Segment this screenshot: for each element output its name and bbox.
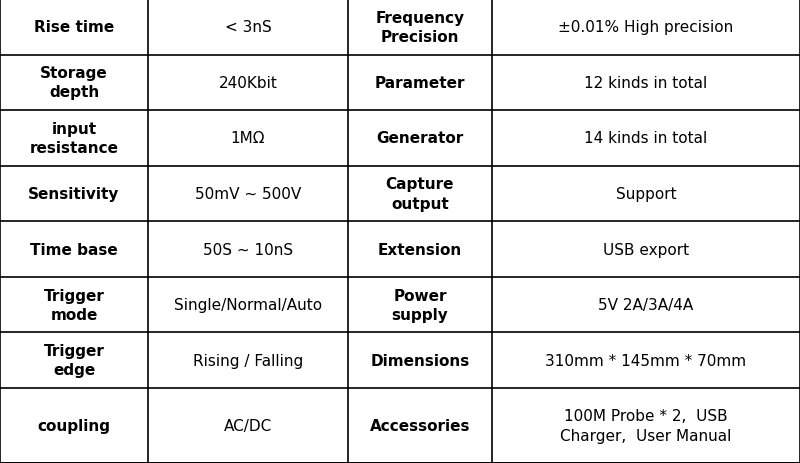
Text: AC/DC: AC/DC bbox=[224, 418, 272, 433]
Text: Dimensions: Dimensions bbox=[370, 353, 470, 368]
Text: Rise time: Rise time bbox=[34, 20, 114, 35]
Text: Capture
output: Capture output bbox=[386, 177, 454, 211]
Text: Extension: Extension bbox=[378, 242, 462, 257]
Text: Trigger
mode: Trigger mode bbox=[43, 288, 105, 322]
Text: < 3nS: < 3nS bbox=[225, 20, 271, 35]
Text: 12 kinds in total: 12 kinds in total bbox=[584, 75, 708, 91]
Text: Single/Normal/Auto: Single/Normal/Auto bbox=[174, 298, 322, 313]
Text: 50mV ~ 500V: 50mV ~ 500V bbox=[195, 187, 301, 201]
Text: ±0.01% High precision: ±0.01% High precision bbox=[558, 20, 734, 35]
Text: Generator: Generator bbox=[376, 131, 464, 146]
Text: 100M Probe * 2,  USB
Charger,  User Manual: 100M Probe * 2, USB Charger, User Manual bbox=[560, 408, 732, 443]
Text: 240Kbit: 240Kbit bbox=[218, 75, 278, 91]
Text: Power
supply: Power supply bbox=[392, 288, 448, 322]
Text: 310mm * 145mm * 70mm: 310mm * 145mm * 70mm bbox=[546, 353, 746, 368]
Text: Accessories: Accessories bbox=[370, 418, 470, 433]
Text: Storage
depth: Storage depth bbox=[40, 66, 108, 100]
Text: Frequency
Precision: Frequency Precision bbox=[375, 11, 465, 45]
Text: 50S ~ 10nS: 50S ~ 10nS bbox=[203, 242, 293, 257]
Text: Rising / Falling: Rising / Falling bbox=[193, 353, 303, 368]
Text: USB export: USB export bbox=[603, 242, 689, 257]
Text: Sensitivity: Sensitivity bbox=[28, 187, 120, 201]
Text: Support: Support bbox=[616, 187, 676, 201]
Text: 14 kinds in total: 14 kinds in total bbox=[584, 131, 708, 146]
Text: 1MΩ: 1MΩ bbox=[230, 131, 266, 146]
Text: Parameter: Parameter bbox=[374, 75, 466, 91]
Text: Trigger
edge: Trigger edge bbox=[43, 344, 105, 377]
Text: Time base: Time base bbox=[30, 242, 118, 257]
Text: input
resistance: input resistance bbox=[30, 122, 118, 156]
Text: 5V 2A/3A/4A: 5V 2A/3A/4A bbox=[598, 298, 694, 313]
Text: coupling: coupling bbox=[38, 418, 110, 433]
